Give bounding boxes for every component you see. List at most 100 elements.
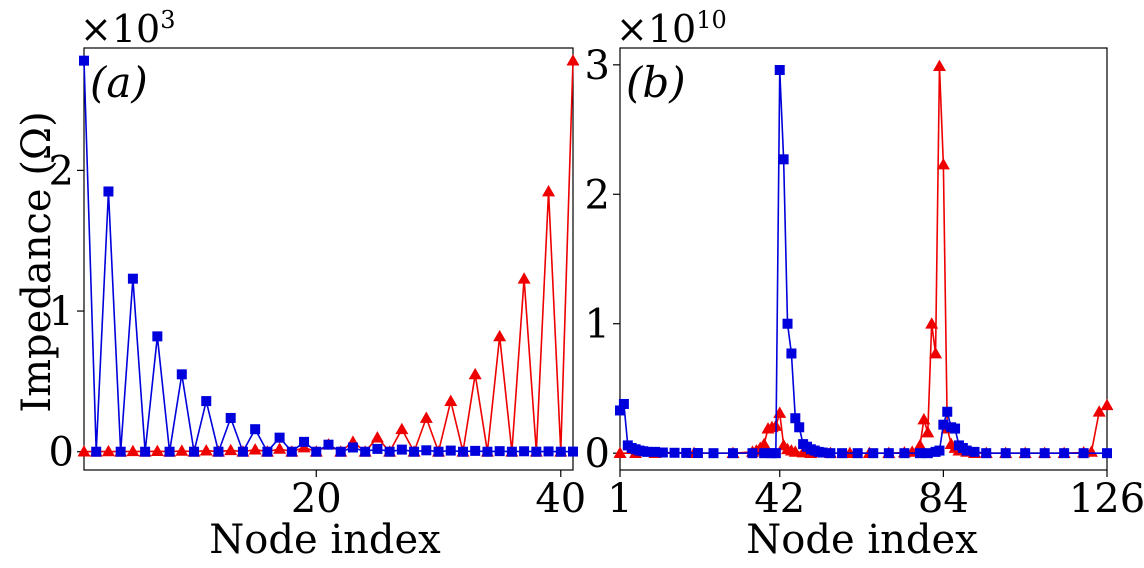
panel-a-x-tick-label: 40	[535, 476, 586, 522]
panel-a-point-blue	[433, 446, 444, 457]
panel-b-point-blue	[642, 446, 653, 457]
panel-a-point-blue	[225, 412, 236, 423]
panel-a-point-red	[150, 444, 164, 457]
panel-b-point-blue	[1039, 448, 1050, 459]
panel-a-point-red	[199, 444, 213, 456]
panel-a-point-blue	[421, 445, 432, 456]
panel-a-point-blue	[372, 443, 383, 454]
panel-a-point-blue	[201, 396, 212, 407]
panel-b-point-blue	[657, 447, 668, 458]
panel-b-point-blue	[1059, 448, 1070, 459]
panel-b-point-red	[773, 406, 787, 418]
panel-b-point-blue	[868, 448, 879, 459]
panel-a-point-blue	[470, 445, 481, 456]
panel-b-point-blue	[669, 447, 680, 458]
panel-a-point-red	[493, 329, 507, 342]
panel-b-label: (b)	[626, 58, 686, 107]
panel-a-point-blue	[311, 446, 322, 457]
panel-a-point-blue	[176, 369, 187, 380]
panel-a-point-blue	[189, 446, 200, 457]
panel-a-point-blue	[237, 446, 248, 457]
panel-b-point-red	[917, 413, 931, 425]
panel-b-frame	[619, 47, 1108, 471]
panel-b-point-blue	[1020, 448, 1031, 459]
panel-a-point-blue	[506, 446, 517, 457]
panel-a-point-red	[395, 422, 409, 435]
panel-b-point-blue	[883, 448, 894, 459]
panel-b-point-blue	[681, 447, 692, 458]
panel-b-point-blue	[825, 448, 836, 459]
panel-b-point-blue	[794, 422, 805, 433]
panel-b-point-blue	[618, 398, 629, 409]
y-axis-title: Impedance (Ω)	[14, 111, 60, 412]
panel-a-y-tick-label: 0	[49, 430, 74, 476]
panel-b-point-blue	[1102, 448, 1112, 459]
panel-b-point-red	[913, 438, 927, 451]
panel-b-point-blue	[1078, 448, 1089, 459]
panel-b-multiplier: ×1010	[616, 6, 727, 51]
panel-a-point-blue	[519, 446, 530, 457]
panel-b-point-red	[936, 158, 950, 170]
panel-b-point-blue	[922, 448, 933, 459]
panel-b-x-tick-label: 42	[754, 476, 805, 522]
panel-a-point-blue	[115, 446, 126, 457]
panel-a-point-blue	[457, 446, 468, 457]
panel-b-point-red	[614, 446, 627, 459]
panel-a-point-blue	[164, 446, 175, 457]
panel-a-point-red	[175, 444, 189, 456]
panel-a-point-red	[444, 394, 458, 406]
panel-b-point-blue	[615, 405, 625, 416]
panel-a-point-blue	[250, 424, 261, 435]
panel-b-point-blue	[790, 413, 801, 424]
panel-a-point-blue	[127, 273, 138, 284]
panel-a-point-blue	[299, 436, 310, 447]
panel-b-x-tick-label: 126	[1069, 476, 1144, 522]
panel-b-point-blue	[942, 406, 953, 417]
panel-b-point-blue	[692, 448, 703, 459]
panel-a: 20 40 0 1 2 ×103 (a) Node index	[49, 6, 587, 563]
panel-b-point-red	[1100, 398, 1113, 411]
panel-b-point-blue	[934, 445, 945, 456]
panel-a-multiplier-exp: 3	[160, 6, 175, 34]
panel-b-point-blue	[727, 448, 738, 459]
panel-b-point-blue	[817, 447, 828, 458]
panel-a-point-blue	[152, 331, 163, 342]
panel-a-point-red	[126, 444, 140, 457]
panel-a-point-red	[78, 445, 91, 457]
panel-b-point-red	[757, 437, 771, 449]
panel-a-point-blue	[555, 446, 566, 457]
panel-a-point-blue	[445, 445, 456, 456]
panel-a-point-blue	[360, 446, 371, 457]
panel-a-point-blue	[347, 442, 358, 453]
panel-a-series-group	[78, 54, 579, 457]
panel-b-point-blue	[852, 448, 863, 459]
panel-a-point-red	[517, 272, 531, 284]
panel-a-point-blue	[140, 446, 151, 457]
panel-b-point-blue	[782, 318, 793, 329]
panel-a-point-red	[370, 431, 384, 443]
panel-b-point-blue	[770, 448, 781, 459]
panel-b-point-blue	[1000, 448, 1011, 459]
panel-b-point-blue	[981, 448, 992, 459]
panel-a-point-blue	[335, 446, 346, 457]
panel-b-y-tick-label: 3	[585, 43, 610, 89]
panel-a-point-blue	[91, 446, 102, 457]
panel-b-point-blue	[950, 423, 961, 434]
panel-a-series-red-line	[83, 60, 574, 455]
panel-a-point-blue	[323, 439, 334, 450]
panel-a-point-blue	[494, 446, 505, 457]
panel-a-x-axis-title: Node index	[209, 517, 441, 563]
panel-a-point-blue	[79, 55, 89, 66]
panel-b-x-axis-title: Node index	[746, 517, 978, 563]
panel-b-point-blue	[786, 348, 797, 359]
panel-b-point-blue	[914, 448, 925, 459]
panel-a-point-blue	[384, 446, 395, 457]
panel-a-point-red	[542, 184, 556, 197]
panel-a-point-blue	[213, 446, 224, 457]
panel-a-point-blue	[396, 444, 407, 455]
panel-a-y-tick-label: 2	[49, 148, 74, 194]
panel-b-point-blue	[650, 446, 661, 457]
panel-a-point-red	[419, 411, 433, 423]
panel-b-point-blue	[747, 448, 758, 459]
